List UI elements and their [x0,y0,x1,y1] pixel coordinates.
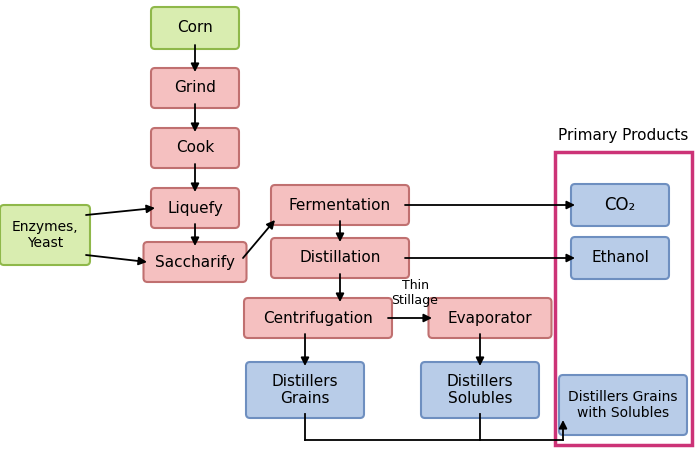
Text: Thin
Stillage: Thin Stillage [391,279,438,307]
FancyBboxPatch shape [151,7,239,49]
Text: CO₂: CO₂ [604,196,636,214]
Text: Evaporator: Evaporator [448,311,532,325]
Text: Enzymes,
Yeast: Enzymes, Yeast [12,220,78,250]
FancyBboxPatch shape [571,237,669,279]
Text: Distillers
Solubles: Distillers Solubles [447,374,513,406]
Text: Saccharify: Saccharify [155,255,235,269]
FancyBboxPatch shape [151,128,239,168]
Text: Primary Products: Primary Products [558,128,688,143]
Text: Centrifugation: Centrifugation [263,311,373,325]
FancyBboxPatch shape [151,68,239,108]
FancyBboxPatch shape [151,188,239,228]
Bar [555,152,692,445]
Text: Distillers
Grains: Distillers Grains [272,374,338,406]
FancyBboxPatch shape [246,362,364,418]
FancyBboxPatch shape [428,298,552,338]
Text: Distillers Grains
with Solubles: Distillers Grains with Solubles [568,390,678,420]
FancyBboxPatch shape [271,238,409,278]
Text: Liquefy: Liquefy [167,200,223,215]
Text: Distillation: Distillation [300,250,381,265]
FancyBboxPatch shape [571,184,669,226]
Text: Cook: Cook [176,140,214,156]
Text: Fermentation: Fermentation [289,198,391,213]
FancyBboxPatch shape [244,298,392,338]
FancyBboxPatch shape [421,362,539,418]
Text: Ethanol: Ethanol [591,250,649,265]
FancyBboxPatch shape [0,205,90,265]
FancyBboxPatch shape [144,242,246,282]
FancyBboxPatch shape [271,185,409,225]
FancyBboxPatch shape [559,375,687,435]
Text: Grind: Grind [174,81,216,95]
Text: Corn: Corn [177,20,213,36]
